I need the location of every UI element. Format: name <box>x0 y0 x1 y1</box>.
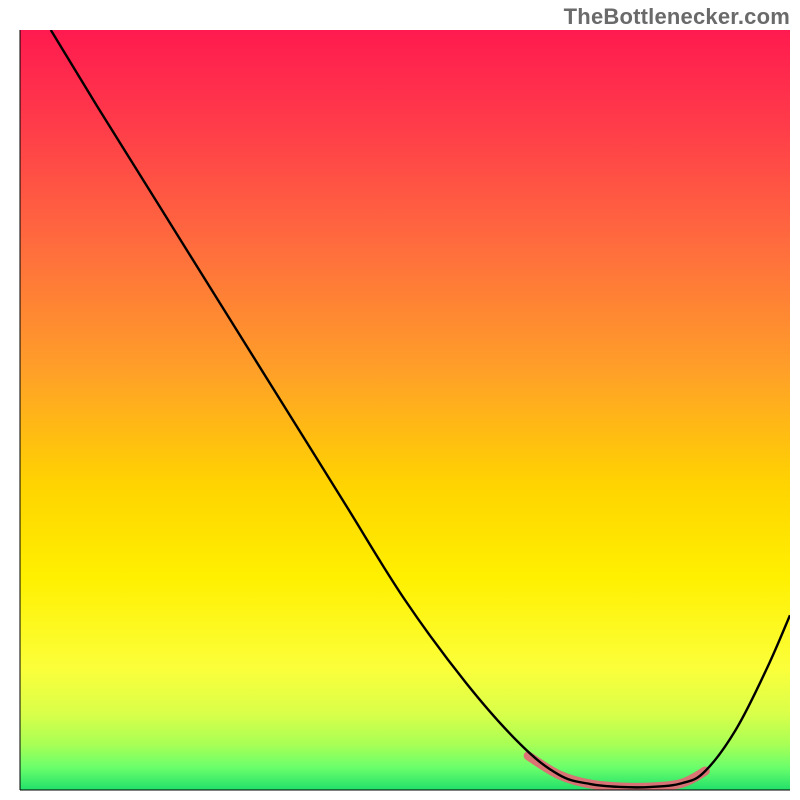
attribution-label: TheBottlenecker.com <box>564 4 790 30</box>
bottleneck-chart: TheBottlenecker.com <box>0 0 800 800</box>
plot-background <box>20 30 790 790</box>
chart-svg <box>0 0 800 800</box>
